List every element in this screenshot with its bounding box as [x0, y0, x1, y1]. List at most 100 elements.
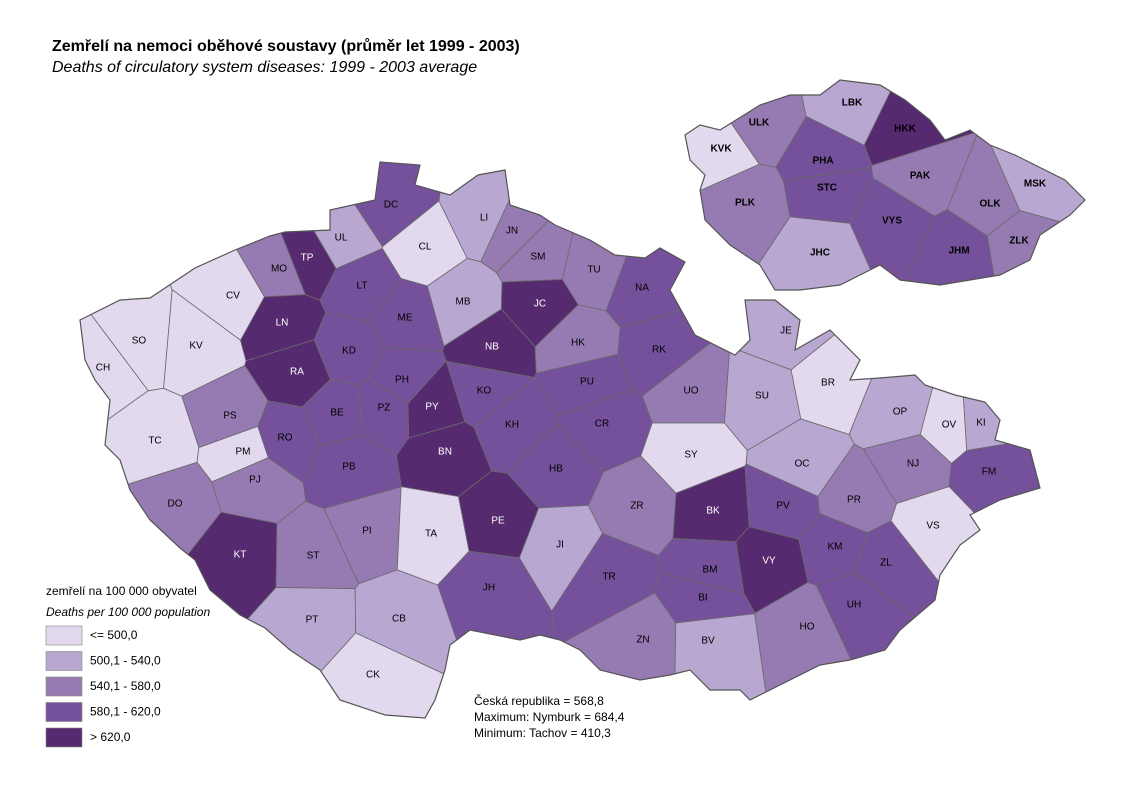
district-label: CL: [419, 242, 432, 253]
district-label: RA: [290, 367, 304, 378]
district: [673, 613, 772, 718]
district-label: PM: [236, 447, 251, 458]
title: Zemřelí na nemoci oběhové soustavy (prům…: [52, 38, 520, 55]
district-label: TU: [587, 265, 600, 276]
district-label: KVK: [710, 144, 732, 155]
district: [815, 572, 1040, 718]
district-label: NJ: [907, 459, 919, 470]
district-label: ST: [307, 551, 320, 562]
legend-swatch: [45, 651, 83, 671]
district: [896, 209, 999, 290]
district-label: HK: [571, 338, 585, 349]
district-label: KT: [234, 550, 247, 561]
district-label: MO: [271, 264, 287, 275]
stat-line: Česká republika = 568,8: [474, 693, 604, 708]
legend-swatch: [45, 676, 83, 697]
district-label: JE: [780, 326, 792, 337]
district-label: ZLK: [1009, 236, 1029, 247]
district-label: KO: [477, 386, 492, 397]
district: [733, 216, 885, 290]
district-label: KH: [505, 420, 519, 431]
legend-label: > 620,0: [90, 730, 131, 744]
district-label: CV: [226, 291, 240, 302]
district-label: PLK: [735, 198, 756, 209]
district-label: OP: [893, 407, 908, 418]
district-label: PH: [395, 375, 409, 386]
country-outline: [684, 79, 1086, 291]
district-label: PE: [491, 516, 505, 527]
district-label: PAK: [910, 171, 931, 182]
district-label: RO: [278, 433, 293, 444]
district-label: LI: [480, 213, 488, 224]
district-label: VYS: [882, 216, 902, 227]
district-label: PU: [580, 377, 594, 388]
district-label: UH: [847, 600, 861, 611]
legend-swatch: [45, 702, 83, 722]
district-label: HB: [549, 464, 563, 475]
district-label: PY: [425, 402, 439, 413]
district-label: BV: [701, 636, 715, 647]
district-label: UO: [684, 386, 699, 397]
district-label: ME: [398, 313, 413, 324]
district: [919, 295, 968, 464]
district-label: KD: [342, 346, 356, 357]
district-label: PB: [342, 462, 356, 473]
district-label: TR: [602, 572, 615, 583]
district-label: ZL: [880, 558, 892, 569]
district-label: PR: [847, 495, 861, 506]
legend-title: zemřelí na 100 000 obyvatel: [46, 584, 197, 598]
district-label: TA: [425, 529, 437, 540]
district-label: VS: [926, 521, 940, 532]
district-label: FM: [982, 467, 996, 478]
district-label: HO: [800, 622, 815, 633]
subtitle: Deaths of circulatory system diseases: 1…: [52, 59, 477, 76]
legend: <= 500,0 500,1 - 540,0 540,1 - 580,0 580,1 …: [45, 625, 161, 748]
district-label: JHM: [948, 246, 969, 257]
legend-swatch: [45, 727, 83, 748]
district-label: SU: [755, 391, 769, 402]
district-label: VY: [762, 556, 776, 567]
district-label: HKK: [894, 124, 916, 135]
district-label: SY: [684, 450, 698, 461]
district-label: BK: [706, 506, 720, 517]
district-label: OC: [795, 459, 810, 470]
district-label: BR: [821, 378, 835, 389]
district-label: NB: [485, 342, 499, 353]
district-label: KM: [828, 542, 843, 553]
district: [80, 511, 278, 718]
district-label: PV: [776, 501, 790, 512]
district-label: PZ: [378, 403, 391, 414]
label-layer: TP UL DC CL LI JN SM TU NA MO CV SO KV CH LN LT ME MB JC JE…: [96, 98, 1047, 681]
district-label: JHC: [810, 248, 830, 259]
district-label: DO: [168, 499, 183, 510]
district-label: MSK: [1024, 179, 1047, 190]
district-label: STC: [817, 183, 837, 194]
stat-line: Minimum: Tachov = 410,3: [474, 726, 611, 740]
district-label: CB: [392, 614, 406, 625]
district-label: JI: [556, 540, 564, 551]
district-label: BI: [698, 593, 707, 604]
district-label: LN: [276, 318, 289, 329]
district-label: LBK: [842, 98, 863, 109]
district-label: SM: [531, 252, 546, 263]
stat-line: Maximum: Nymburk = 684,4: [474, 710, 625, 724]
district-label: BN: [438, 447, 452, 458]
legend-subtitle: Deaths per 100 000 population: [46, 605, 210, 619]
district-label: PJ: [249, 475, 261, 486]
district-label: KI: [976, 418, 985, 429]
district-label: JC: [534, 299, 546, 310]
district-label: CR: [595, 419, 609, 430]
district-label: JH: [483, 583, 495, 594]
legend-label: <= 500,0: [90, 628, 138, 642]
district-label: PI: [362, 526, 371, 537]
district-label: BE: [330, 408, 344, 419]
district-label: MB: [456, 297, 471, 308]
district-label: RK: [652, 345, 666, 356]
district-label: PT: [306, 615, 319, 626]
district-label: NA: [635, 283, 649, 294]
district-label: DC: [384, 200, 398, 211]
legend-label: 540,1 - 580,0: [90, 679, 161, 693]
district-label: UL: [335, 233, 348, 244]
district-label: ULK: [749, 118, 770, 129]
